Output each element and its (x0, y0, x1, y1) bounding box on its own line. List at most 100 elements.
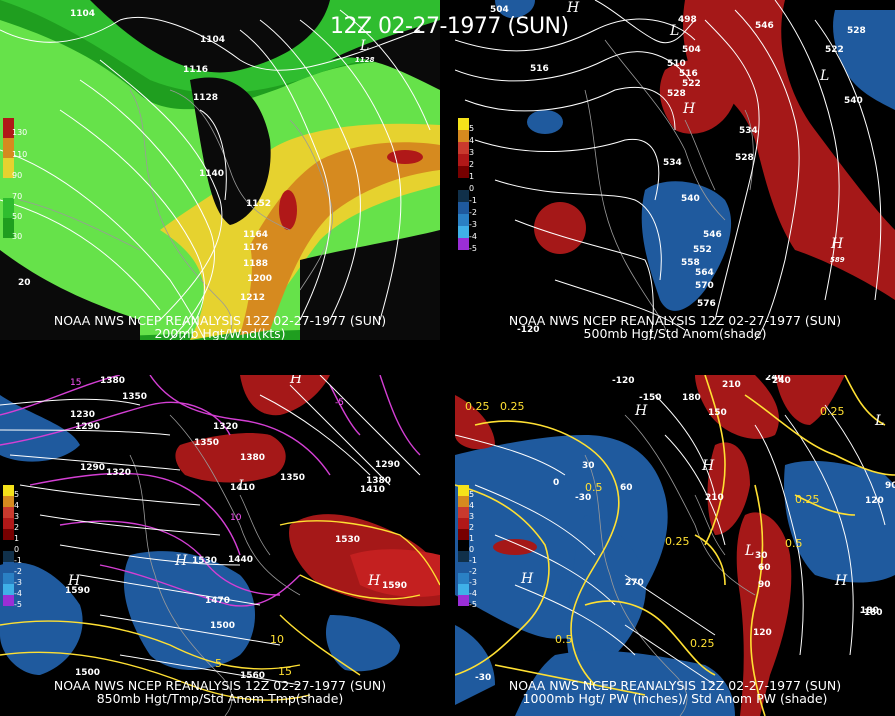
colorbar-label: -2 (14, 567, 22, 576)
contour-label: 1380 (240, 453, 265, 463)
contour-label: 510 (667, 59, 686, 69)
contour-label: 534 (663, 158, 682, 168)
contour-label: 0.25 (500, 400, 525, 413)
contour-label: 498 (678, 15, 697, 25)
contour-label: 1104 (70, 9, 95, 19)
contour-label: 120 (865, 496, 884, 506)
contour-label: 1590 (65, 586, 90, 596)
contour-label: 240 (765, 375, 784, 383)
contour-label: 1104 (200, 35, 225, 45)
contour-label: -120 (612, 376, 635, 386)
contour-label: 1152 (246, 199, 271, 209)
contour-label: 30 (582, 461, 595, 471)
contour-label: 15 (278, 665, 292, 678)
contour-label: 516 (679, 69, 698, 79)
colorbar-label: 90 (12, 171, 23, 180)
contour-label: 1188 (243, 259, 268, 269)
contour-label: 516 (530, 64, 549, 74)
contour-label: 1212 (240, 293, 265, 303)
contour-label: 1500 (75, 668, 100, 678)
high-symbol: H (67, 573, 81, 589)
colorbar-label: -4 (469, 589, 477, 598)
colorbar-label: -1 (469, 196, 477, 205)
map-1000mb-pw: -120 -150 180 210 240 30 0 -30 60 90 120… (455, 375, 895, 716)
panel-200mb: 1104 1104 1116 1128 1140 1152 1164 1176 … (0, 0, 440, 340)
colorbar-label: 110 (12, 150, 28, 159)
panel-1000mb-pw: -120 -150 180 210 240 30 0 -30 60 90 120… (455, 375, 895, 716)
colorbar-label: -3 (14, 578, 22, 587)
contour-label: 90 (758, 580, 771, 590)
contour-label: 1410 (360, 485, 385, 495)
colorbar-label: 50 (12, 212, 23, 221)
lon-label: -120 (517, 325, 540, 335)
contour-label: 1380 (366, 476, 391, 486)
contour-label: 1560 (240, 671, 265, 681)
colorbar-label: 1 (469, 534, 475, 543)
colorbar-label: -4 (469, 232, 477, 241)
contour-label: -180 (860, 608, 883, 618)
colorbar-label: -4 (14, 589, 22, 598)
contour-label: 1350 (122, 392, 147, 402)
contour-label: 534 (739, 126, 758, 136)
contour-label: 180 (682, 393, 701, 403)
low-symbol: L (819, 68, 829, 84)
colorbar-label: -2 (469, 208, 477, 217)
high-symbol: H (834, 573, 848, 589)
high-symbol: H (566, 0, 580, 16)
contour-label: 1380 (100, 376, 125, 386)
contour-label: 540 (681, 194, 700, 204)
contour-label: 1176 (243, 243, 268, 253)
contour-label: 1350 (194, 438, 219, 448)
colorbar-label: 4 (469, 501, 475, 510)
high-symbol: H (701, 458, 715, 474)
contour-label: 210 (705, 493, 724, 503)
contour-label: 150 (708, 408, 727, 418)
contour-label: 552 (693, 245, 712, 255)
map-200mb: 1104 1104 1116 1128 1140 1152 1164 1176 … (0, 0, 440, 340)
contour-label: 15 (70, 378, 81, 388)
high-symbol: H (289, 375, 303, 387)
colorbar-label: 2 (469, 160, 475, 169)
contour-label: 0.25 (465, 400, 490, 413)
contour-label: 558 (681, 258, 700, 268)
contour-label: 0.5 (585, 481, 603, 494)
colorbar (458, 485, 469, 606)
colorbar-label: 3 (14, 512, 20, 521)
high-symbol: H (174, 553, 188, 569)
colorbar-label: 0 (14, 545, 20, 554)
low-symbol: L (359, 38, 369, 54)
colorbar (3, 485, 14, 606)
panel-caption-line1: NOAA NWS NCEP REANALYSIS 12Z 02-27-1977 … (508, 313, 842, 328)
contour-label: 546 (703, 230, 722, 240)
contour-label: 1164 (243, 230, 268, 240)
high-symbol: H (634, 403, 648, 419)
map-850mb: 1380 1350 1230 1290 1320 1350 1380 1410 … (0, 375, 440, 716)
colorbar-label: 70 (12, 192, 23, 201)
contour-label: 504 (490, 5, 509, 15)
colorbar-label: -5 (469, 600, 477, 609)
contour-label: 210 (722, 380, 741, 390)
contour-label: 0.25 (795, 493, 820, 506)
contour-label: 1590 (382, 581, 407, 591)
colorbar-label: 30 (12, 232, 23, 241)
contour-label: 1128 (193, 93, 218, 103)
contour-label: 1350 (280, 473, 305, 483)
low-symbol: L (669, 23, 679, 39)
panel-caption-line1: NOAA NWS NCEP REANALYSIS 12Z 02-27-1977 … (53, 678, 387, 693)
contour-label: 576 (697, 299, 716, 309)
contour-label: 0.25 (665, 535, 690, 548)
panel-caption-line2: 850mb Hgt/Tmp/Std Anom Tmp(shade) (96, 691, 344, 706)
colorbar-label: 0 (469, 545, 475, 554)
colorbar (458, 118, 469, 250)
contour-label: 5 (215, 657, 222, 670)
colorbar-label: 1 (14, 534, 20, 543)
colorbar-label: 3 (469, 148, 475, 157)
colorbar-label: 0 (469, 184, 475, 193)
contour-label: 522 (825, 45, 844, 55)
contour-label: 528 (735, 153, 754, 163)
colorbar-label: -2 (469, 567, 477, 576)
panel-caption-line2: 500mb Hgt/Std Anom(shade) (583, 326, 767, 340)
colorbar-label: 4 (14, 501, 20, 510)
contour-label: -30 (575, 493, 591, 503)
high-symbol: H (367, 573, 381, 589)
